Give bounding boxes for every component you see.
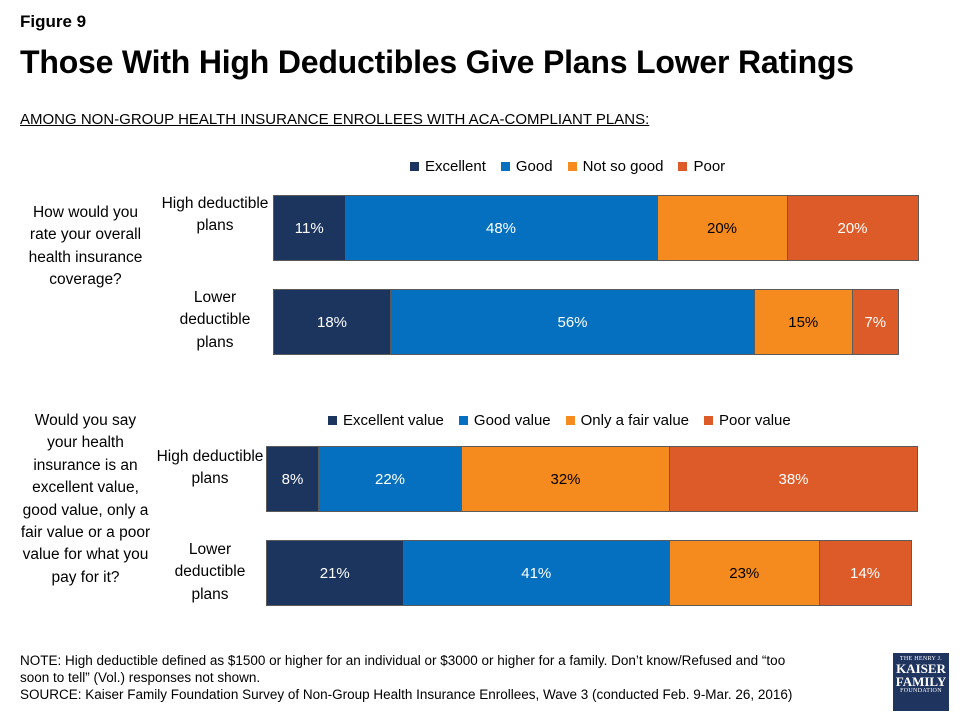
legend-value: Excellent value Good value Only a fair val…: [328, 410, 806, 430]
bar-value-lower-deductible: 21% 41% 23% 14%: [266, 540, 912, 606]
logo-line-4: FOUNDATION: [900, 688, 942, 694]
bar-segment-good-value: 41%: [403, 541, 670, 605]
legend-label: Not so good: [582, 157, 664, 175]
legend-label: Poor value: [719, 411, 791, 429]
legend-swatch: [565, 415, 575, 425]
bar-segment-poor-value: 14%: [819, 541, 911, 605]
bar-coverage-lower-deductible: 18% 56% 15% 7%: [273, 289, 899, 355]
legend-item-excellent-value: Excellent value: [328, 412, 444, 429]
bar-segment-excellent-value: 21%: [267, 541, 404, 605]
bar-segment-good-value: 22%: [319, 447, 462, 511]
question-value-rating: Would you say your health insurance is a…: [20, 412, 151, 586]
bar-coverage-high-deductible: 11% 48% 20% 20%: [273, 195, 919, 261]
legend-item-not-so-good: Not so good: [567, 157, 664, 175]
legend-label: Excellent: [425, 157, 486, 175]
legend-swatch: [567, 161, 577, 171]
category-label-high-deductible: High deductible plans: [161, 195, 269, 235]
note-line-1: NOTE: High deductible defined as $1500 o…: [20, 653, 786, 668]
data-label: 11%: [294, 219, 324, 237]
legend-item-excellent: Excellent: [410, 158, 486, 175]
bar-segment-poor: 7%: [852, 290, 898, 354]
bar-segment-not-so-good: 20%: [657, 196, 788, 260]
data-label: 15%: [788, 313, 819, 331]
data-label: 18%: [316, 313, 348, 331]
category-label-lower-deductible: Lower deductible plans: [179, 289, 251, 351]
note-line-2: soon to tell” (Vol.) responses not shown…: [20, 670, 261, 685]
bar-segment-poor-value: 38%: [670, 447, 917, 511]
legend-swatch: [328, 415, 337, 425]
bar-segment-only-a-fair-value: 23%: [670, 541, 820, 605]
logo-line-3: FAMILY: [895, 674, 947, 689]
chart-subtitle: AMONG NON-GROUP HEALTH INSURANCE ENROLLE…: [20, 111, 650, 128]
legend-item-good: Good: [500, 157, 553, 175]
bar-segment-good: 56%: [391, 290, 755, 354]
data-label: 20%: [706, 219, 738, 237]
legend-item-good-value: Good value: [458, 411, 551, 429]
bar-segment-excellent: 18%: [274, 290, 391, 354]
legend-item-only-a-fair-value: Only a fair value: [565, 411, 690, 429]
legend-swatch: [704, 415, 714, 425]
data-label: 23%: [729, 564, 760, 582]
legend-label: Good: [515, 157, 553, 175]
bar-segment-only-a-fair-value: 32%: [462, 447, 670, 511]
data-label: 14%: [849, 564, 881, 582]
bar-segment-excellent: 11%: [274, 196, 346, 260]
legend-item-poor-value: Poor value: [704, 412, 791, 429]
question-coverage-rating: How would you rate your overall health i…: [28, 204, 143, 289]
data-label: 56%: [557, 313, 588, 331]
logo-line-1: THE HENRY J.: [899, 656, 943, 662]
kff-logo: THE HENRY J. KAISER FAMILY FOUNDATION: [893, 653, 949, 711]
data-label: 21%: [319, 564, 350, 582]
legend-item-poor: Poor: [678, 158, 725, 175]
data-label: 38%: [778, 470, 809, 488]
legend-swatch: [458, 415, 468, 425]
legend-label: Poor: [693, 157, 726, 175]
legend-label: Only a fair value: [580, 411, 690, 429]
data-label: 48%: [485, 219, 517, 237]
data-label: 41%: [521, 564, 552, 582]
data-label: 8%: [281, 470, 304, 488]
data-label: 7%: [864, 313, 887, 331]
legend-swatch: [678, 161, 688, 171]
category-label-lower-deductible: Lower deductible plans: [174, 541, 246, 603]
legend-label: Good value: [473, 411, 551, 429]
bar-segment-excellent-value: 8%: [267, 447, 319, 511]
data-label: 20%: [837, 219, 868, 237]
source-note: SOURCE: Kaiser Family Foundation Survey …: [20, 687, 793, 702]
data-label: 32%: [550, 470, 581, 488]
figure-label: Figure 9: [20, 12, 87, 31]
bar-segment-good: 48%: [345, 196, 658, 260]
logo-line-2: KAISER: [896, 661, 946, 676]
legend-coverage: Excellent Good Not so good Poor: [410, 156, 740, 176]
legend-swatch: [500, 161, 510, 171]
legend-label: Excellent value: [343, 411, 444, 429]
data-label: 22%: [374, 470, 406, 488]
bar-value-high-deductible: 8% 22% 32% 38%: [266, 446, 918, 512]
bar-segment-not-so-good: 15%: [755, 290, 853, 354]
legend-swatch: [410, 161, 419, 171]
category-label-high-deductible: High deductible plans: [156, 448, 264, 488]
chart-title: Those With High Deductibles Give Plans L…: [20, 44, 854, 80]
bar-segment-poor: 20%: [787, 196, 918, 260]
